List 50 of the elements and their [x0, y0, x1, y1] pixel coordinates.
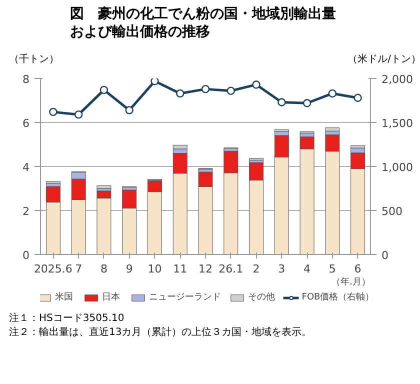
- point: [125, 106, 134, 114]
- point: [201, 84, 210, 94]
- point: [328, 89, 337, 98]
- y2-tick-label: 1,500: [382, 117, 413, 130]
- x-tick-label: 7: [75, 262, 82, 276]
- text: 注２：輸出量は、直近13カ月（累計）の上位３カ国・地域を表示。: [9, 327, 312, 338]
- bar: [172, 144, 188, 150]
- text: 注１：HSコード3505.10: [9, 313, 124, 324]
- y-tick-label: 6: [22, 117, 30, 130]
- point: [302, 99, 312, 108]
- x-tick-label: 4: [304, 262, 311, 276]
- legend-label: FOB価格（右軸）: [302, 291, 371, 304]
- bar: [325, 128, 340, 132]
- x-tick-label: 26.1: [218, 262, 244, 276]
- point: [150, 78, 159, 86]
- point: [278, 98, 286, 106]
- y2-tick-label: 1,000: [382, 161, 413, 174]
- x-axis-title: （年.月）: [332, 276, 371, 288]
- y2-tick-label: 500: [382, 205, 402, 218]
- x-tick-label: 9: [126, 262, 133, 276]
- legend-label: ニュージーランド: [148, 292, 221, 304]
- y-axis-title: （千トン）: [9, 53, 59, 67]
- y-tick-label: 2: [22, 205, 30, 218]
- y-tick-label: 4: [22, 161, 30, 174]
- x-tick-label: 6: [354, 262, 362, 276]
- point: [100, 86, 108, 94]
- legend-label: 米国: [54, 291, 74, 304]
- point: [252, 80, 260, 89]
- y-tick-label: 8: [22, 73, 30, 86]
- x-tick-label: 5: [328, 262, 336, 276]
- x-tick-label: 2025.6: [34, 262, 72, 276]
- legend-label: 日本: [102, 291, 121, 304]
- x-tick-label: 3: [278, 262, 286, 276]
- point: [354, 94, 362, 102]
- legend-label: その他: [248, 291, 275, 304]
- y-tick-label: 0: [22, 249, 30, 262]
- x-tick-label: 8: [100, 262, 108, 276]
- x-tick-label: 10: [148, 262, 162, 276]
- point: [49, 108, 58, 116]
- point: [226, 86, 235, 95]
- y2-axis-title: （米ドル/トン）: [348, 53, 420, 67]
- x-tick-label: 12: [198, 262, 212, 276]
- y2-tick-label: 2,000: [382, 73, 413, 86]
- point: [74, 110, 83, 119]
- x-tick-label: 2: [252, 262, 260, 276]
- x-tick-label: 11: [173, 262, 188, 276]
- point: [176, 89, 184, 98]
- chart-title: 図 豪州の化工でん粉の国・地域別輸出量および輸出価格の推移: [70, 5, 337, 41]
- y2-tick-label: 0: [382, 249, 388, 262]
- bar: [96, 185, 112, 189]
